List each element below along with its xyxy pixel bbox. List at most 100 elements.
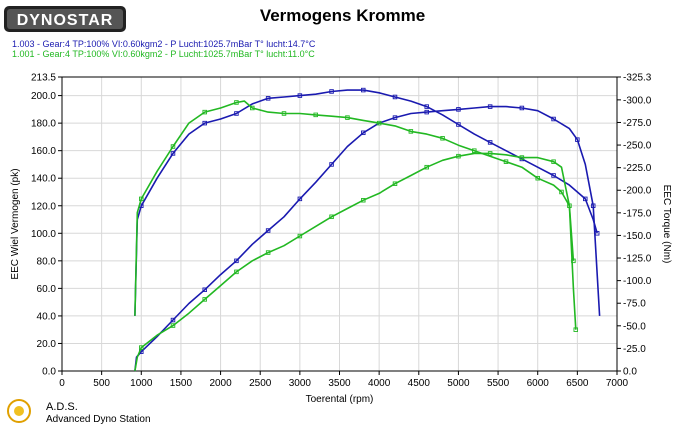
data-point (170, 317, 176, 323)
data-point (571, 258, 576, 264)
data-point (202, 297, 207, 302)
series-line-1.001-power (134, 152, 577, 372)
data-point (573, 327, 579, 332)
data-point (487, 104, 493, 109)
y2-tick-label: -300.0 (623, 95, 652, 106)
x-axis-label: Toerental (rpm) (306, 394, 374, 405)
footer-name: A.D.S. (46, 401, 78, 413)
y2-tick-label: -225.0 (623, 163, 652, 174)
data-point (234, 269, 239, 275)
data-point (519, 105, 525, 111)
data-point (250, 105, 255, 111)
x-tick-label: 7000 (606, 378, 629, 389)
data-point (408, 129, 414, 134)
data-point (313, 112, 318, 118)
y2-tick-label: -50.0 (623, 321, 646, 332)
data-point (297, 233, 303, 239)
y2-axis-label: EEC Torque (Nm) (661, 185, 672, 264)
y-tick-label: 213.5 (31, 73, 56, 84)
data-point (265, 250, 271, 255)
data-point (170, 151, 176, 156)
run-legend-1001: 1.001 - Gear:4 TP:100% VI:0.60kgm2 - P L… (12, 49, 315, 59)
data-point (297, 93, 303, 98)
y2-tick-label: -325.3 (623, 73, 652, 84)
data-point (456, 107, 461, 112)
x-tick-label: 6500 (566, 378, 589, 389)
x-tick-label: 5000 (447, 378, 470, 389)
x-tick-label: 6000 (527, 378, 550, 389)
data-point (535, 175, 540, 181)
data-point (202, 120, 207, 126)
x-tick-label: 5500 (487, 378, 510, 389)
y-tick-label: 40.0 (37, 311, 57, 322)
data-point (361, 130, 366, 136)
data-point (265, 96, 271, 101)
y2-tick-label: -275.0 (623, 118, 652, 129)
y-tick-label: 180.0 (31, 119, 56, 130)
ads-logo-icon (7, 399, 31, 423)
y2-tick-label: -150.0 (623, 231, 652, 242)
data-point (424, 164, 429, 170)
chart-title: Vermogens Kromme (259, 6, 426, 25)
y2-tick-label: -175.0 (623, 208, 652, 219)
data-point (139, 345, 144, 350)
x-tick-label: 4500 (408, 378, 431, 389)
data-point (376, 120, 382, 126)
data-point (424, 109, 429, 115)
y-tick-label: 60.0 (37, 284, 57, 295)
data-point (575, 137, 580, 142)
data-point (559, 189, 564, 195)
data-point (392, 115, 398, 120)
y2-tick-label: -200.0 (623, 186, 652, 197)
data-point (456, 122, 461, 127)
footer-subtitle: Advanced Dyno Station (46, 414, 151, 425)
x-tick-label: 0 (59, 378, 65, 389)
data-point (329, 162, 334, 167)
data-point (392, 94, 398, 100)
data-point (361, 87, 366, 93)
data-point (519, 155, 525, 160)
data-point (234, 258, 239, 264)
data-point (202, 109, 207, 115)
y2-tick-label: 0.0 (623, 367, 637, 378)
series-line-1.001-torque (134, 100, 575, 316)
data-point (503, 159, 509, 164)
data-point (139, 196, 144, 202)
y-tick-label: 140.0 (31, 174, 56, 185)
data-point (234, 111, 239, 116)
data-point (424, 104, 429, 109)
y2-tick-label: -25.0 (623, 344, 646, 355)
series-line-1.003-power (134, 105, 601, 372)
y-tick-label: 80.0 (37, 256, 57, 267)
data-point (361, 197, 366, 203)
y-tick-label: 200.0 (31, 91, 56, 102)
data-point (551, 116, 556, 122)
data-point (392, 181, 398, 186)
y-tick-label: 100.0 (31, 229, 56, 240)
data-point (456, 153, 461, 159)
series-line-1.003-torque (134, 89, 598, 316)
data-point (345, 115, 350, 120)
y-tick-label: 0.0 (42, 367, 56, 378)
data-point (551, 173, 556, 178)
x-tick-label: 2500 (249, 378, 272, 389)
x-tick-label: 2000 (209, 378, 232, 389)
x-tick-label: 4000 (368, 378, 391, 389)
run-legend-1003: 1.003 - Gear:4 TP:100% VI:0.60kgm2 - P L… (12, 39, 316, 49)
data-point (551, 159, 556, 164)
y2-tick-label: -75.0 (623, 299, 646, 310)
logo-text: DYNOSTAR (17, 12, 114, 29)
data-point (170, 323, 176, 328)
y2-tick-label: -125.0 (623, 254, 652, 265)
y-tick-label: 20.0 (37, 339, 57, 350)
data-point (329, 214, 334, 220)
logo: DYNOSTAR (4, 6, 126, 32)
data-point (265, 228, 271, 233)
y-tick-label: 160.0 (31, 146, 56, 157)
x-tick-label: 500 (93, 378, 110, 389)
data-point (170, 144, 176, 149)
y2-tick-label: -250.0 (623, 141, 652, 152)
y2-tick-label: -100.0 (623, 276, 652, 287)
data-point (590, 203, 596, 209)
